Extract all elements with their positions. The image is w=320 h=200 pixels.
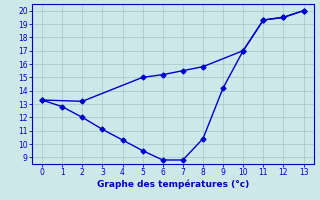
X-axis label: Graphe des températures (°c): Graphe des températures (°c) [97,180,249,189]
